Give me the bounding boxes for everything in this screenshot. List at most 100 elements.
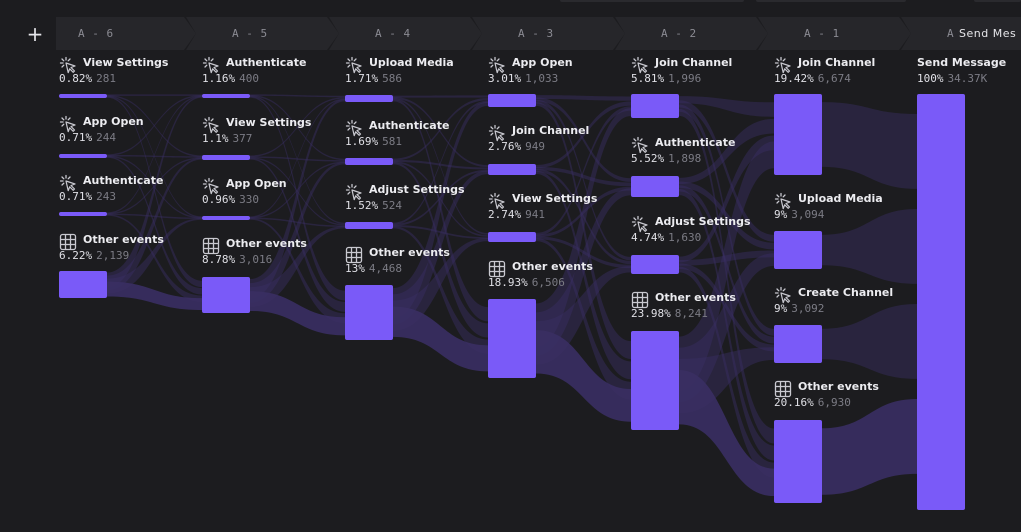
event-percent: 20.16% 6,930 <box>774 396 851 409</box>
step-bar[interactable] <box>774 325 822 363</box>
step-bar[interactable] <box>345 222 393 229</box>
flow-link <box>536 108 631 347</box>
step-header-a[interactable]: A Send Mes <box>901 17 1021 50</box>
flow-link <box>679 369 774 497</box>
count-value: 2,139 <box>96 249 130 262</box>
flow-link <box>822 304 917 379</box>
step-bar[interactable] <box>631 94 679 118</box>
click-icon <box>202 56 220 74</box>
step-bar[interactable] <box>917 94 965 510</box>
step-bar[interactable] <box>59 271 107 298</box>
event-percent: 1.1% 377 <box>202 132 252 145</box>
grid-icon <box>774 380 792 398</box>
event-name: App Open <box>226 177 287 190</box>
count-value: 1,033 <box>525 72 559 85</box>
step-header-a-3[interactable]: A - 3 <box>472 17 625 50</box>
flow-link <box>393 96 488 168</box>
top-tab-stub <box>974 0 1021 2</box>
count-value: 34.37K <box>947 72 988 85</box>
step-bar[interactable] <box>488 299 536 378</box>
add-step-button[interactable]: + <box>26 22 44 46</box>
step-bar[interactable] <box>488 164 536 175</box>
flow-link <box>107 155 202 219</box>
event-name: Other events <box>369 246 450 259</box>
click-icon <box>202 116 220 134</box>
step-bar[interactable] <box>345 285 393 340</box>
event-percent: 19.42% 6,674 <box>774 72 851 85</box>
step-bar[interactable] <box>345 95 393 102</box>
step-header-a-4[interactable]: A - 4 <box>329 17 482 50</box>
step-bar[interactable] <box>202 216 250 220</box>
flow-link <box>393 169 488 226</box>
flow-link <box>393 306 488 372</box>
click-icon <box>631 136 649 154</box>
event-percent: 6.22% 2,139 <box>59 249 129 262</box>
grid-icon <box>202 237 220 255</box>
count-value: 941 <box>525 208 545 221</box>
step-bar[interactable] <box>631 331 679 430</box>
count-value: 3,016 <box>239 253 273 266</box>
event-name: Adjust Settings <box>369 183 465 196</box>
click-icon <box>774 56 792 74</box>
event-name: Join Channel <box>655 56 733 69</box>
step-header-a-1[interactable]: A - 1 <box>758 17 911 50</box>
click-icon <box>631 215 649 233</box>
count-value: 949 <box>525 140 545 153</box>
step-bar[interactable] <box>774 94 822 175</box>
step-bar[interactable] <box>202 155 250 160</box>
count-value: 8,241 <box>674 307 708 320</box>
step-bar[interactable] <box>631 176 679 197</box>
click-icon <box>488 56 506 74</box>
step-header-a-5[interactable]: A - 5 <box>186 17 339 50</box>
percent-value: 0.82% <box>59 72 93 85</box>
step-bar[interactable] <box>59 212 107 216</box>
step-header-a-6[interactable]: A - 6 <box>56 17 196 50</box>
click-icon <box>59 56 77 74</box>
flow-link <box>250 218 345 324</box>
flow-link <box>536 170 631 380</box>
step-bar[interactable] <box>774 420 822 503</box>
step-bar[interactable] <box>202 277 250 313</box>
click-icon <box>345 56 363 74</box>
flow-link <box>393 101 488 319</box>
percent-value: 19.42% <box>774 72 814 85</box>
flow-link <box>679 100 774 242</box>
flow-link <box>393 99 488 322</box>
step-bar[interactable] <box>59 94 107 98</box>
step-bar[interactable] <box>202 94 250 98</box>
step-title: Send Mes <box>959 27 1017 40</box>
step-bar[interactable] <box>631 255 679 274</box>
flow-link <box>393 100 488 225</box>
event-name: Upload Media <box>798 192 883 205</box>
click-icon <box>59 174 77 192</box>
step-bar[interactable] <box>345 158 393 165</box>
flow-link <box>536 95 631 101</box>
event-name: Authenticate <box>226 56 307 69</box>
flow-link <box>250 96 345 301</box>
event-percent: 0.96% 330 <box>202 193 259 206</box>
flow-link <box>822 399 917 495</box>
flow-link <box>822 102 917 189</box>
click-icon <box>202 177 220 195</box>
step-label: A - 3 <box>518 27 554 40</box>
flow-link <box>393 159 488 170</box>
top-tab-stub <box>756 0 906 2</box>
step-header-a-2[interactable]: A - 2 <box>615 17 768 50</box>
percent-value: 2.76% <box>488 140 522 153</box>
flow-link <box>679 263 774 352</box>
flow-link <box>107 96 202 288</box>
flow-link <box>393 237 488 331</box>
percent-value: 1.52% <box>345 199 379 212</box>
event-percent: 1.69% 581 <box>345 135 402 148</box>
count-value: 6,506 <box>531 276 565 289</box>
event-name: Upload Media <box>369 56 454 69</box>
flow-link <box>393 98 488 235</box>
step-bar[interactable] <box>488 94 536 107</box>
step-bar[interactable] <box>774 231 822 269</box>
step-bar[interactable] <box>488 232 536 242</box>
flow-link <box>393 162 488 338</box>
event-percent: 23.98% 8,241 <box>631 307 708 320</box>
flow-link <box>679 266 774 478</box>
step-bar[interactable] <box>59 154 107 158</box>
step-label: A - 4 <box>375 27 411 40</box>
